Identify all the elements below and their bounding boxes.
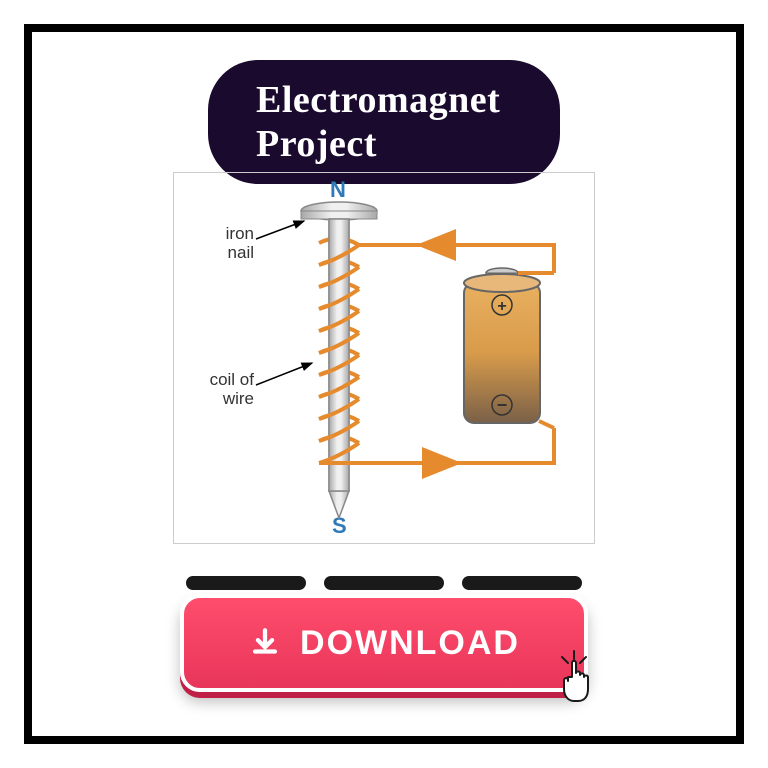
dash <box>324 576 444 590</box>
download-button[interactable]: DOWNLOAD <box>180 594 588 692</box>
wire-top <box>359 245 554 273</box>
nail-head-side <box>301 211 377 219</box>
battery-minus: − <box>497 395 508 415</box>
battery: + − <box>464 268 540 423</box>
download-icon <box>248 626 282 660</box>
coil-pointer <box>256 363 312 385</box>
download-area: DOWNLOAD <box>124 576 644 706</box>
cursor-hand-icon <box>552 649 602 704</box>
download-button-label: DOWNLOAD <box>300 624 520 663</box>
content-frame: Electromagnet Project N S iron nail coil… <box>24 24 744 744</box>
dash <box>462 576 582 590</box>
diagram-svg: + − <box>174 173 594 543</box>
battery-plus: + <box>497 298 506 315</box>
decorative-dashes <box>124 576 644 590</box>
nail-tip <box>329 491 349 518</box>
page-title: Electromagnet Project <box>208 60 560 184</box>
electromagnet-diagram: N S iron nail coil of wire Battery <box>173 172 595 544</box>
dash <box>186 576 306 590</box>
iron-nail-pointer <box>256 221 304 239</box>
wire-from-battery <box>539 421 554 428</box>
